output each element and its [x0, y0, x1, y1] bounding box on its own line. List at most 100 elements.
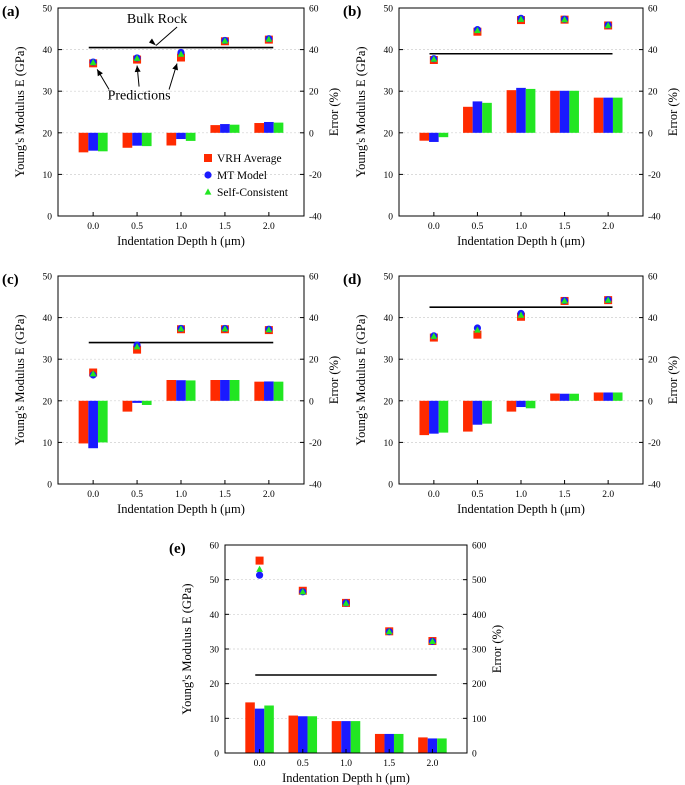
- y-right-tick-label: 600: [472, 542, 487, 552]
- error-bar: [220, 124, 230, 133]
- error-bar: [229, 124, 240, 133]
- error-bar: [472, 101, 483, 133]
- y-tick-label: 30: [384, 88, 394, 98]
- y-right-tick-label: 100: [472, 715, 487, 725]
- y-right-tick-label: -20: [309, 171, 322, 181]
- error-bar: [482, 102, 492, 133]
- error-bar: [176, 132, 186, 140]
- error-bar: [463, 106, 473, 133]
- self-consistent-point: [561, 16, 568, 23]
- y-right-tick-label: 40: [648, 46, 658, 56]
- y-axis-title: Young's Modulus E (GPa): [354, 314, 368, 445]
- error-bar: [472, 400, 483, 425]
- error-bar: [506, 90, 517, 133]
- y-right-tick-label: -40: [648, 481, 661, 491]
- self-consistent-point: [299, 588, 307, 595]
- error-bar: [419, 132, 430, 141]
- x-tick-label: 0.5: [471, 222, 483, 232]
- error-bar: [298, 716, 308, 753]
- x-tick-label: 1.0: [515, 490, 527, 500]
- self-consistent-point: [265, 326, 273, 333]
- error-bar: [603, 97, 613, 133]
- y-right-tick-label: 20: [648, 88, 658, 98]
- x-tick-label: 0.0: [254, 759, 266, 769]
- error-bar: [463, 400, 473, 432]
- error-bar: [273, 122, 284, 133]
- self-consistent-point: [133, 343, 141, 350]
- error-bar: [245, 702, 255, 753]
- panel-label: (a): [2, 4, 20, 20]
- error-bar: [307, 716, 318, 753]
- self-consistent-point: [342, 599, 350, 606]
- y-axis-title: Young's Modulus E (GPa): [354, 46, 368, 177]
- error-bar: [122, 400, 133, 412]
- error-bar: [210, 380, 221, 401]
- x-tick-label: 2.0: [263, 222, 275, 232]
- error-bar: [254, 381, 265, 401]
- y-right-tick-label: 0: [648, 397, 653, 407]
- x-axis-title: Indentation Depth h (μm): [117, 502, 245, 516]
- x-tick-label: 1.5: [559, 222, 571, 232]
- legend-label: MT Model: [217, 170, 267, 182]
- error-bar: [78, 132, 89, 153]
- x-tick-label: 0.0: [87, 222, 99, 232]
- error-bar: [612, 392, 623, 401]
- y-axis-title: Young's Modulus E (GPa): [180, 583, 194, 714]
- x-tick-label: 1.0: [515, 222, 527, 232]
- error-bar: [210, 125, 221, 133]
- x-tick-label: 1.5: [219, 490, 231, 500]
- y-tick-label: 0: [214, 750, 219, 760]
- y-right-tick-label: -20: [648, 439, 661, 449]
- error-bar: [264, 381, 274, 401]
- legend-marker-vrh: [204, 154, 212, 162]
- x-tick-label: 1.5: [559, 490, 571, 500]
- self-consistent-point: [474, 326, 481, 333]
- predictions-annotation: Predictions: [108, 89, 171, 104]
- y-tick-label: 50: [43, 273, 53, 283]
- panel-label: (b): [343, 4, 361, 20]
- y-right-tick-label: 60: [309, 5, 319, 15]
- vrh-average-point: [177, 53, 185, 62]
- error-bar: [612, 97, 623, 133]
- error-bar: [254, 123, 265, 133]
- error-bar: [374, 733, 385, 753]
- error-bar: [264, 121, 274, 133]
- error-bar: [429, 400, 439, 434]
- panel-c: 0 10 20 30 40 50 -40 -20 0 20 40 60 0.0 0.5 1.0 1.5 2.0 I…: [2, 272, 341, 516]
- x-tick-label: 1.5: [219, 222, 231, 232]
- y-tick-label: 60: [210, 542, 220, 552]
- self-consistent-point: [177, 50, 185, 57]
- error-bar: [550, 393, 560, 401]
- self-consistent-point: [604, 296, 612, 303]
- y-right-axis-title: Error (%): [327, 88, 341, 136]
- error-bar: [350, 721, 361, 753]
- x-axis-title: Indentation Depth h (μm): [282, 771, 410, 785]
- error-bar: [88, 400, 98, 449]
- self-consistent-point: [89, 58, 97, 66]
- error-bar: [166, 132, 177, 146]
- x-tick-label: 0.0: [428, 222, 440, 232]
- error-bar: [288, 715, 299, 753]
- y-tick-label: 30: [43, 356, 53, 366]
- error-bar: [141, 400, 152, 405]
- legend-marker-sc: [204, 188, 212, 195]
- self-consistent-point: [221, 325, 229, 332]
- self-consistent-point: [604, 21, 612, 29]
- self-consistent-point: [221, 37, 229, 44]
- y-right-axis-title: Error (%): [327, 356, 341, 404]
- y-tick-label: 50: [384, 273, 394, 283]
- y-tick-label: 40: [43, 314, 53, 324]
- y-right-tick-label: -20: [648, 171, 661, 181]
- y-right-axis-title: Error (%): [490, 625, 504, 673]
- error-bar: [393, 733, 404, 753]
- panel-a: 0 10 20 30 40 50 -40 -20 0 20 40 60 0.0 0.5 1.0 1.5 2.0 I…: [2, 4, 341, 248]
- panel-label: (d): [343, 272, 361, 288]
- error-bar: [482, 400, 492, 424]
- x-axis-title: Indentation Depth h (μm): [117, 234, 245, 248]
- error-bar: [122, 132, 133, 148]
- x-tick-label: 2.0: [602, 490, 614, 500]
- y-tick-label: 10: [43, 439, 53, 449]
- x-axis-title: Indentation Depth h (μm): [457, 502, 585, 516]
